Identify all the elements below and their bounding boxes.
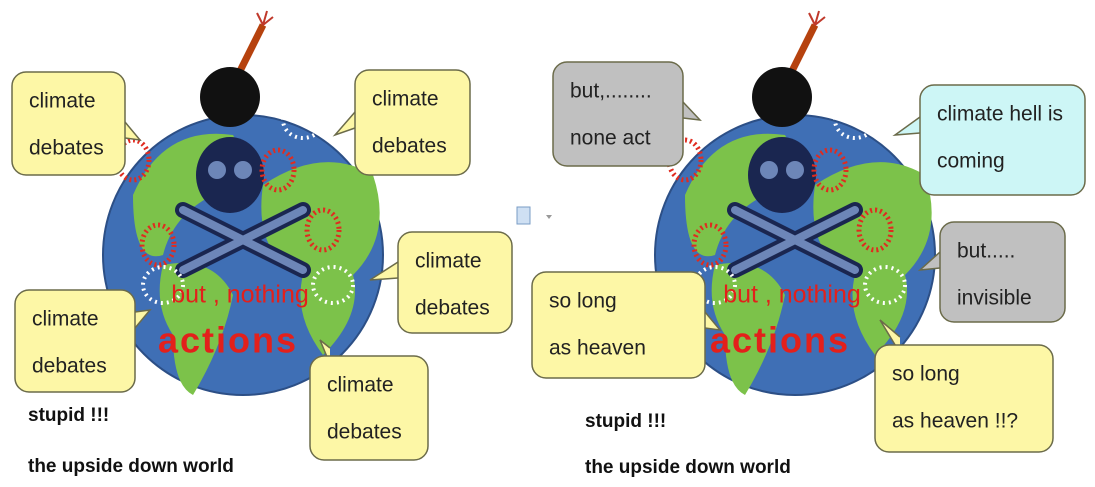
bubble-text: so long (892, 363, 960, 386)
speech-bubble (14, 289, 136, 393)
caption: stupid !!! (585, 411, 666, 432)
bubble-text: climate hell is (937, 103, 1063, 126)
globe-text-big: actions (158, 320, 298, 361)
bubble-text: climate (29, 90, 96, 113)
skull-eye (208, 161, 226, 179)
bubble-text: coming (937, 150, 1005, 173)
red-dots (259, 147, 297, 193)
caption: stupid !!! (28, 405, 109, 426)
crossbones-inner (731, 206, 859, 274)
red-dots (811, 147, 849, 193)
bubble-text: as heaven (549, 337, 646, 360)
bubble-text: so long (549, 290, 617, 313)
fuse-spark (256, 10, 274, 26)
globe-text-big: actions (710, 320, 850, 361)
bubble-tail (134, 309, 152, 329)
bubble-text: climate (32, 308, 99, 331)
white-dots (141, 265, 185, 305)
bubble-text: invisible (957, 287, 1032, 310)
bubble-tail (369, 261, 399, 281)
red-dots (304, 207, 342, 253)
skull-eye (786, 161, 804, 179)
speech-bubble (11, 71, 126, 176)
bubble-text: debates (29, 137, 104, 160)
bubble-tail (124, 121, 142, 141)
speech-bubble (939, 221, 1066, 323)
skull (196, 137, 264, 213)
doc-icon (516, 206, 552, 225)
white-dots (281, 100, 325, 140)
bubble-text: climate (327, 374, 394, 397)
crossbones-inner (179, 206, 307, 274)
bubble-text: none act (570, 127, 651, 150)
bubble-text: debates (372, 135, 447, 158)
skull-eye (234, 161, 252, 179)
skull-eye (760, 161, 778, 179)
red-dots (139, 222, 177, 268)
panel: but , nothing actions climate debates climat… (11, 10, 513, 477)
bubble-tail (704, 311, 722, 331)
caption: the upside down world (28, 456, 234, 477)
bubble-text: debates (32, 355, 107, 378)
speech-bubble (354, 69, 471, 176)
speech-bubble (531, 271, 706, 379)
globe-text: but , nothing (723, 281, 861, 309)
red-dots (691, 222, 729, 268)
bomb (752, 67, 812, 127)
red-dots (856, 207, 894, 253)
bubble-text: climate (372, 88, 439, 111)
speech-bubble (874, 344, 1054, 453)
bubble-text: debates (415, 297, 490, 320)
bubble-text: climate (415, 250, 482, 273)
skull (748, 137, 816, 213)
globe-text: but , nothing (171, 281, 309, 309)
white-dots (863, 265, 907, 305)
speech-bubble (552, 61, 684, 167)
caption: the upside down world (585, 457, 791, 478)
speech-bubble (919, 84, 1086, 196)
bubble-text: as heaven !!? (892, 410, 1018, 433)
bubble-tail (682, 101, 702, 121)
bubble-text: debates (327, 421, 402, 444)
bubble-text: but..... (957, 240, 1015, 263)
fuse-spark (808, 10, 826, 26)
bubble-tail (892, 116, 921, 136)
bubble-tail (332, 111, 356, 137)
white-dots (833, 100, 877, 140)
white-dots (693, 265, 737, 305)
bubble-tail (917, 251, 941, 271)
panel: but , nothing actions but,........ none act… (531, 10, 1086, 478)
bomb (200, 67, 260, 127)
white-dots (311, 265, 355, 305)
speech-bubble (309, 355, 429, 461)
bubble-text: but,........ (570, 80, 652, 103)
speech-bubble (397, 231, 513, 334)
